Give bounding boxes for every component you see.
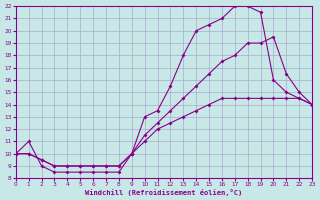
X-axis label: Windchill (Refroidissement éolien,°C): Windchill (Refroidissement éolien,°C) xyxy=(85,189,243,196)
